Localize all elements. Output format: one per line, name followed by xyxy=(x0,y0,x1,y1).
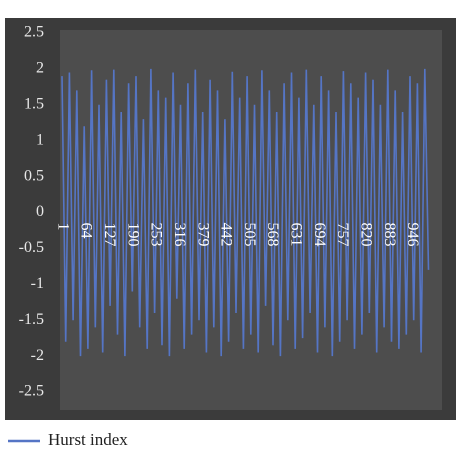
x-tick-label: 1 xyxy=(54,223,71,231)
x-tick-label: 316 xyxy=(171,223,188,247)
x-tick-label: 757 xyxy=(334,223,351,247)
y-tick-label: 0 xyxy=(36,203,44,220)
x-tick-label: 694 xyxy=(311,223,328,247)
legend-label: Hurst index xyxy=(48,430,128,449)
x-tick-label: 820 xyxy=(358,223,375,247)
y-tick-label: -1.5 xyxy=(19,311,44,328)
x-tick-label: 631 xyxy=(288,223,305,247)
y-tick-label: -1 xyxy=(31,275,44,292)
x-tick-label: 379 xyxy=(194,223,211,247)
x-tick-label: 568 xyxy=(264,223,281,247)
y-tick-label: 1.5 xyxy=(24,95,44,112)
x-tick-label: 946 xyxy=(404,223,421,247)
y-tick-label: -0.5 xyxy=(19,239,44,256)
x-tick-label: 883 xyxy=(381,223,398,247)
plot-area xyxy=(60,30,442,410)
data-line xyxy=(61,68,430,357)
x-tick-label: 190 xyxy=(124,223,141,247)
x-tick-label: 505 xyxy=(241,223,258,247)
x-tick-label: 253 xyxy=(148,223,165,247)
y-tick-label: 2 xyxy=(36,60,44,77)
x-tick-label: 64 xyxy=(78,223,95,239)
y-tick-label: -2.5 xyxy=(19,383,44,400)
y-tick-label: -2 xyxy=(31,347,44,364)
y-tick-label: 0.5 xyxy=(24,167,44,184)
x-tick-label: 127 xyxy=(101,223,118,247)
y-tick-label: 1 xyxy=(36,131,44,148)
y-tick-label: 2.5 xyxy=(24,24,44,41)
x-tick-label: 442 xyxy=(218,223,235,247)
